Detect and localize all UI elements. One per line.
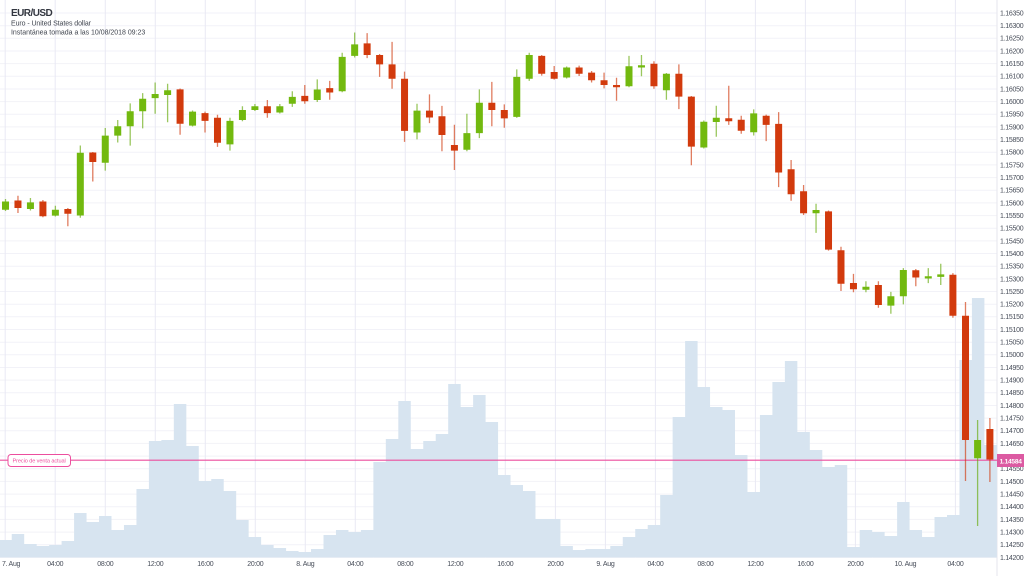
svg-text:1.15800: 1.15800 xyxy=(1000,150,1024,157)
svg-text:16:00: 16:00 xyxy=(497,561,514,568)
svg-text:1.15900: 1.15900 xyxy=(1000,124,1024,131)
svg-text:7. Aug: 7. Aug xyxy=(2,561,21,568)
svg-text:1.14400: 1.14400 xyxy=(1000,504,1024,511)
svg-text:1.14250: 1.14250 xyxy=(1000,542,1024,549)
svg-text:04:00: 04:00 xyxy=(947,561,964,568)
svg-text:1.14500: 1.14500 xyxy=(1000,479,1024,486)
svg-text:1.16250: 1.16250 xyxy=(1000,36,1024,43)
svg-text:08:00: 08:00 xyxy=(697,561,714,568)
svg-text:20:00: 20:00 xyxy=(547,561,564,568)
svg-text:EUR/USD: EUR/USD xyxy=(11,8,52,19)
svg-text:1.16300: 1.16300 xyxy=(1000,23,1024,30)
svg-text:1.16350: 1.16350 xyxy=(1000,10,1024,17)
svg-text:04:00: 04:00 xyxy=(347,561,364,568)
svg-text:1.15050: 1.15050 xyxy=(1000,340,1024,347)
svg-text:1.14450: 1.14450 xyxy=(1000,492,1024,499)
svg-text:1.16100: 1.16100 xyxy=(1000,74,1024,81)
svg-text:1.14350: 1.14350 xyxy=(1000,517,1024,524)
svg-text:1.15450: 1.15450 xyxy=(1000,238,1024,245)
svg-text:1.15200: 1.15200 xyxy=(1000,302,1024,309)
svg-text:10. Aug: 10. Aug xyxy=(895,561,917,568)
svg-text:1.15300: 1.15300 xyxy=(1000,276,1024,283)
svg-text:1.14800: 1.14800 xyxy=(1000,403,1024,410)
svg-text:1.15400: 1.15400 xyxy=(1000,251,1024,258)
svg-text:1.14700: 1.14700 xyxy=(1000,428,1024,435)
svg-text:1.16050: 1.16050 xyxy=(1000,86,1024,93)
svg-text:1.15550: 1.15550 xyxy=(1000,213,1024,220)
svg-text:1.15100: 1.15100 xyxy=(1000,327,1024,334)
svg-text:1.15500: 1.15500 xyxy=(1000,226,1024,233)
svg-text:1.14300: 1.14300 xyxy=(1000,530,1024,537)
svg-text:04:00: 04:00 xyxy=(647,561,664,568)
svg-text:1.15650: 1.15650 xyxy=(1000,188,1024,195)
svg-text:1.15850: 1.15850 xyxy=(1000,137,1024,144)
svg-text:16:00: 16:00 xyxy=(197,561,214,568)
svg-text:08:00: 08:00 xyxy=(397,561,414,568)
svg-text:1.14650: 1.14650 xyxy=(1000,441,1024,448)
svg-text:12:00: 12:00 xyxy=(747,561,764,568)
svg-text:1.14550: 1.14550 xyxy=(1000,466,1024,473)
svg-text:Precio de venta actual: Precio de venta actual xyxy=(13,459,66,465)
svg-text:1.14900: 1.14900 xyxy=(1000,378,1024,385)
svg-text:08:00: 08:00 xyxy=(97,561,114,568)
svg-text:1.15750: 1.15750 xyxy=(1000,162,1024,169)
svg-text:1.15700: 1.15700 xyxy=(1000,175,1024,182)
svg-text:1.14200: 1.14200 xyxy=(1000,555,1024,562)
svg-text:1.16000: 1.16000 xyxy=(1000,99,1024,106)
svg-text:1.15950: 1.15950 xyxy=(1000,112,1024,119)
svg-text:20:00: 20:00 xyxy=(847,561,864,568)
svg-text:1.15150: 1.15150 xyxy=(1000,314,1024,321)
svg-text:1.15000: 1.15000 xyxy=(1000,352,1024,359)
svg-text:9. Aug: 9. Aug xyxy=(596,561,615,568)
svg-text:16:00: 16:00 xyxy=(797,561,814,568)
svg-text:12:00: 12:00 xyxy=(147,561,164,568)
svg-text:1.14850: 1.14850 xyxy=(1000,390,1024,397)
svg-text:1.15350: 1.15350 xyxy=(1000,264,1024,271)
svg-text:1.15250: 1.15250 xyxy=(1000,289,1024,296)
svg-text:1.15600: 1.15600 xyxy=(1000,200,1024,207)
svg-text:1.14950: 1.14950 xyxy=(1000,365,1024,372)
svg-text:1.16150: 1.16150 xyxy=(1000,61,1024,68)
svg-text:04:00: 04:00 xyxy=(47,561,64,568)
svg-text:1.14584: 1.14584 xyxy=(1000,458,1023,465)
svg-text:1.16200: 1.16200 xyxy=(1000,48,1024,55)
svg-text:Euro - United States dollar: Euro - United States dollar xyxy=(11,21,92,28)
svg-text:8. Aug: 8. Aug xyxy=(296,561,315,568)
svg-text:1.14750: 1.14750 xyxy=(1000,416,1024,423)
svg-text:20:00: 20:00 xyxy=(247,561,264,568)
svg-text:12:00: 12:00 xyxy=(447,561,464,568)
svg-text:Instantánea tomada a las 10/08: Instantánea tomada a las 10/08/2018 09:2… xyxy=(11,30,145,37)
